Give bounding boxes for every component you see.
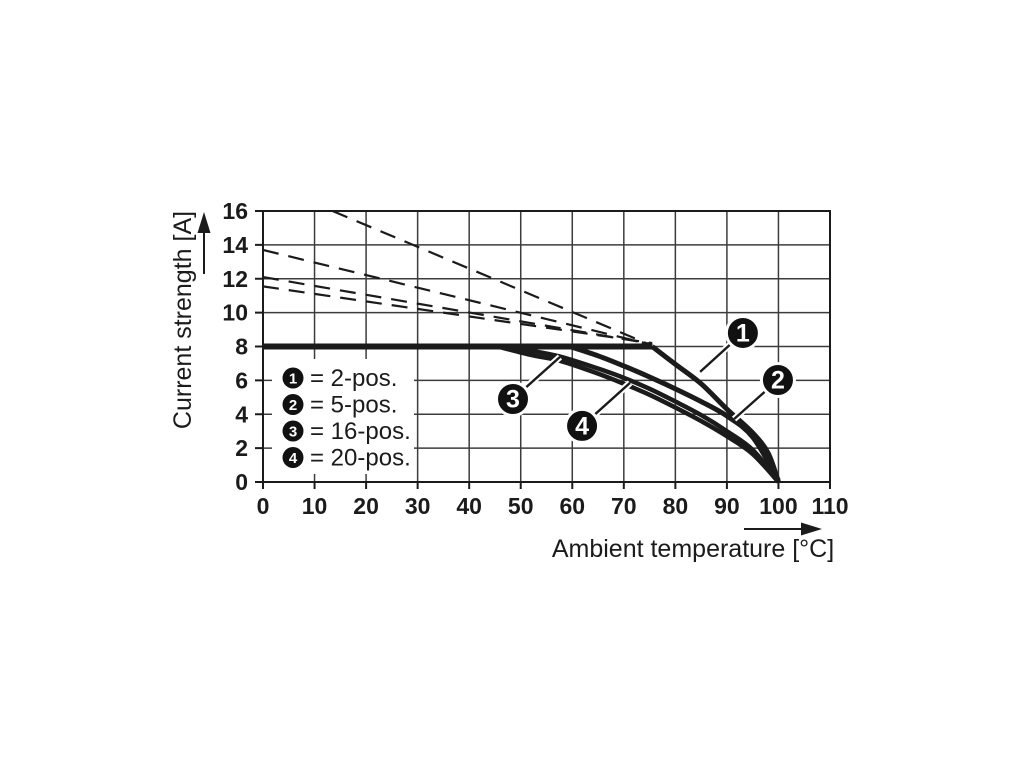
y-tick-label-14: 14 <box>222 232 248 258</box>
callout-number-1: 1 <box>736 319 750 347</box>
x-tick-label-110: 110 <box>811 493 848 519</box>
legend-marker-3-icon <box>282 420 304 442</box>
callout-4: 4 <box>564 380 633 444</box>
legend-label-4: = 20-pos. <box>310 445 411 472</box>
callout-3: 3 <box>494 354 563 418</box>
callout-circle-4 <box>564 407 601 444</box>
legend-label-1: = 2-pos. <box>310 365 397 392</box>
x-axis-arrow-icon <box>801 522 822 536</box>
series-derating-5-pos-unlimited <box>262 248 653 346</box>
x-tick-label-80: 80 <box>663 493 689 519</box>
y-tick-label-10: 10 <box>222 300 248 326</box>
legend-item-3: 3 = 16-pos. <box>282 418 411 445</box>
legend-item-2: 2 = 5-pos. <box>282 392 397 419</box>
y-tick-label-12: 12 <box>222 266 248 292</box>
legend-marker-4-icon <box>282 447 304 468</box>
x-axis-title-group: Ambient temperature [°C] <box>552 522 834 563</box>
x-axis-title: Ambient temperature [°C] <box>552 535 834 563</box>
series-derating-20-pos-unlimited <box>262 285 653 345</box>
x-tick-label-70: 70 <box>611 493 637 519</box>
legend-label-2: = 5-pos. <box>310 392 397 419</box>
y-tick-label-4: 4 <box>235 401 248 427</box>
series-derating-2-pos-unlimited <box>332 209 653 347</box>
legend-label-3: = 16-pos. <box>310 418 411 445</box>
legend-marker-2-icon <box>282 394 304 415</box>
x-tick-label-20: 20 <box>353 493 379 519</box>
callout-circle-3 <box>494 381 531 418</box>
legend-marker-number-3: 3 <box>289 424 297 441</box>
y-tick-label-0: 0 <box>235 469 248 495</box>
callout-number-2: 2 <box>771 367 785 395</box>
x-tick-label-60: 60 <box>559 493 585 519</box>
x-tick-label-10: 10 <box>302 493 328 519</box>
legend-marker-number-1: 1 <box>289 371 297 388</box>
y-tick-label-2: 2 <box>235 435 248 461</box>
legend-marker-number-2: 2 <box>289 397 297 414</box>
series-curves <box>262 209 781 484</box>
x-tick-labels: 0 10 20 30 40 50 60 70 80 90 100 110 <box>257 493 849 519</box>
legend-marker-1-icon <box>282 367 304 389</box>
x-tick-label-50: 50 <box>508 493 534 519</box>
callout-circle-1 <box>724 314 761 351</box>
callout-1: 1 <box>697 314 761 375</box>
y-axis-arrow-icon <box>197 212 211 233</box>
x-tick-label-40: 40 <box>456 493 482 519</box>
legend-item-4: 4 = 20-pos. <box>282 445 411 472</box>
callout-number-3: 3 <box>506 386 520 414</box>
y-tick-labels: 0 2 4 6 8 10 12 14 16 <box>222 198 248 495</box>
x-tick-label-100: 100 <box>759 493 797 519</box>
series-curve-2-5-pos <box>568 344 781 482</box>
y-tick-label-6: 6 <box>235 367 248 393</box>
callout-number-4: 4 <box>575 412 589 440</box>
y-axis-title-group: Current strength [A] <box>169 211 211 429</box>
series-curve-3-16-pos <box>502 344 781 483</box>
callout-circle-2 <box>759 362 796 399</box>
series-curve-4-20-pos <box>496 344 781 484</box>
series-curve-1-2-pos <box>650 344 781 483</box>
callout-2: 2 <box>731 362 796 422</box>
legend: 1 = 2-pos. 2 = 5-pos. 3 = 16-pos. 4 = 20-pos. <box>272 359 414 474</box>
y-axis-title: Current strength [A] <box>169 211 197 429</box>
tick-marks <box>255 210 831 489</box>
legend-item-1: 1 = 2-pos. <box>282 365 397 392</box>
x-tick-label-90: 90 <box>714 493 740 519</box>
y-tick-label-16: 16 <box>222 198 248 224</box>
series-derating-16-pos-unlimited <box>262 275 653 346</box>
x-tick-label-30: 30 <box>405 493 431 519</box>
legend-marker-number-4: 4 <box>289 450 298 467</box>
x-tick-label-0: 0 <box>257 493 270 519</box>
y-tick-label-8: 8 <box>235 334 248 360</box>
